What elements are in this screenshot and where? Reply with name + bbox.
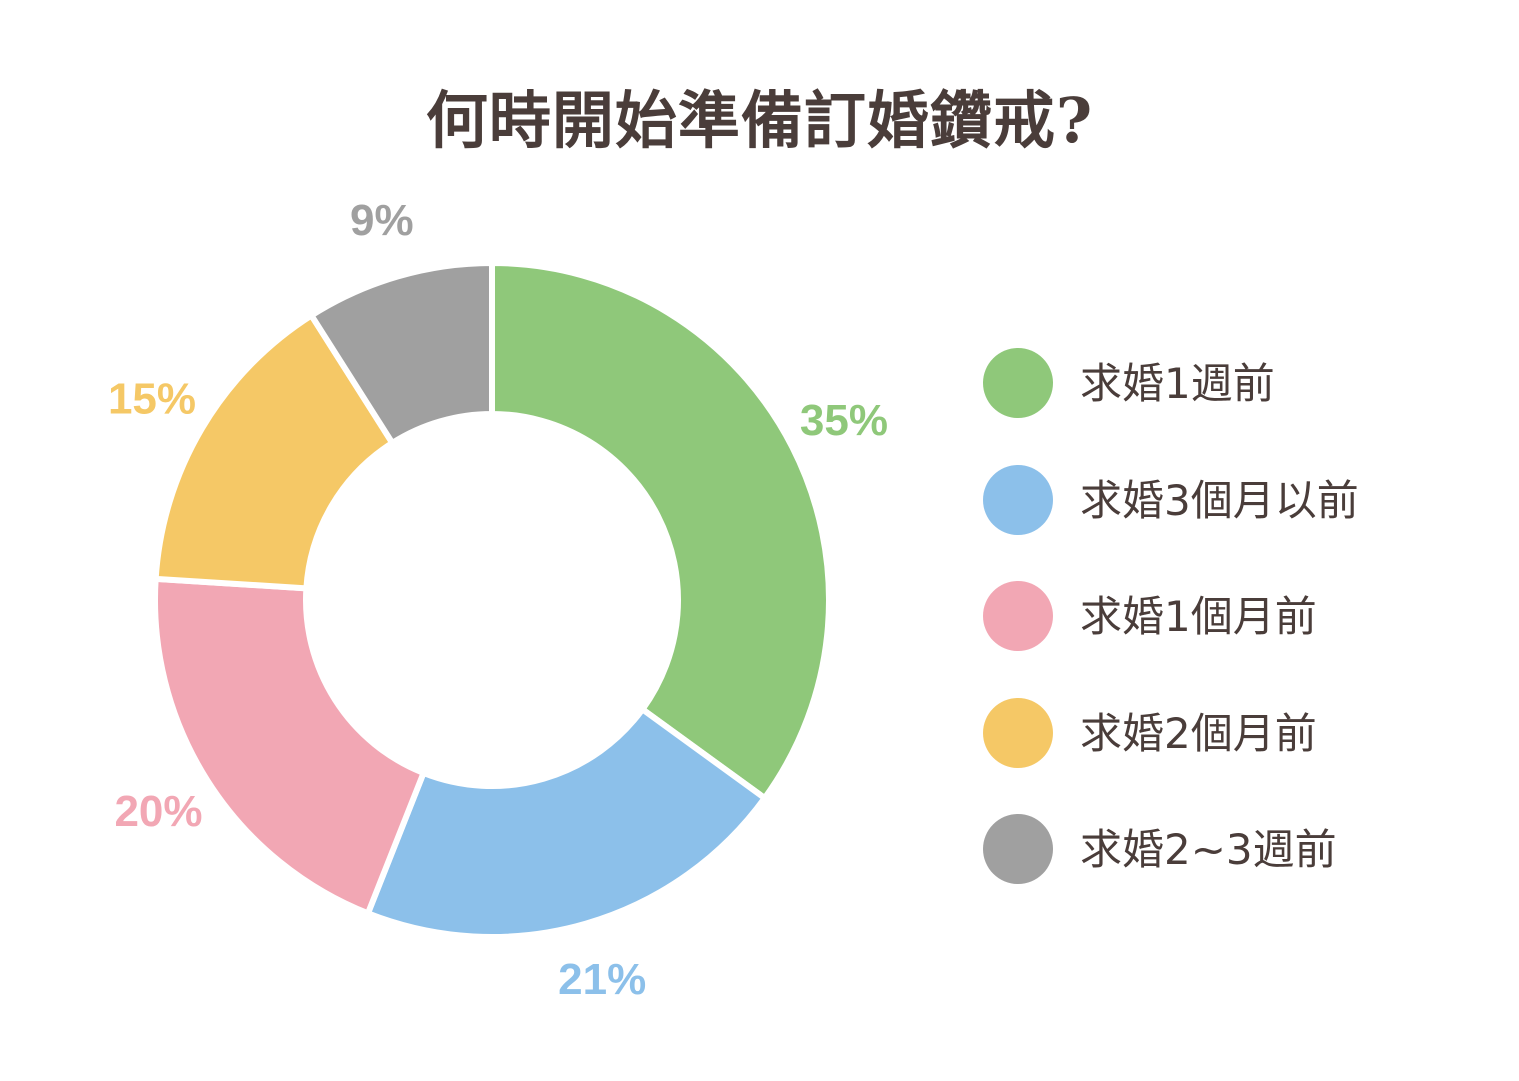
value-label-3: 20% xyxy=(114,787,202,836)
donut-slices xyxy=(152,259,832,940)
legend-swatch-2 xyxy=(983,464,1053,535)
legend-swatch-5 xyxy=(983,814,1053,884)
donut-slice-3 xyxy=(152,575,428,918)
legend-swatch-4 xyxy=(983,697,1053,768)
legend-swatch-3 xyxy=(983,581,1053,651)
donut-slice-4 xyxy=(152,311,397,592)
legend-label: 求婚2個月前 xyxy=(1080,708,1317,758)
value-label-5: 9% xyxy=(350,196,414,245)
legend-label: 求婚2~3週前 xyxy=(1080,825,1337,874)
value-label-4: 15% xyxy=(108,374,196,423)
donut-slice-2 xyxy=(364,705,769,940)
donut-slice-5 xyxy=(307,259,495,448)
value-label-2: 21% xyxy=(558,955,646,1004)
legend-label: 求婚1週前 xyxy=(1080,359,1275,408)
chart-title: 何時開始準備訂婚鑽戒? xyxy=(425,84,1094,157)
donut-slice-1 xyxy=(489,259,832,803)
legend-swatch-1 xyxy=(983,348,1053,418)
donut-value-labels: 35% 21% 20% 15% 9% xyxy=(108,196,888,1004)
value-label-1: 35% xyxy=(800,396,888,445)
legend-label: 求婚3個月以前 xyxy=(1080,475,1359,525)
legend-label: 求婚1個月前 xyxy=(1080,592,1317,641)
